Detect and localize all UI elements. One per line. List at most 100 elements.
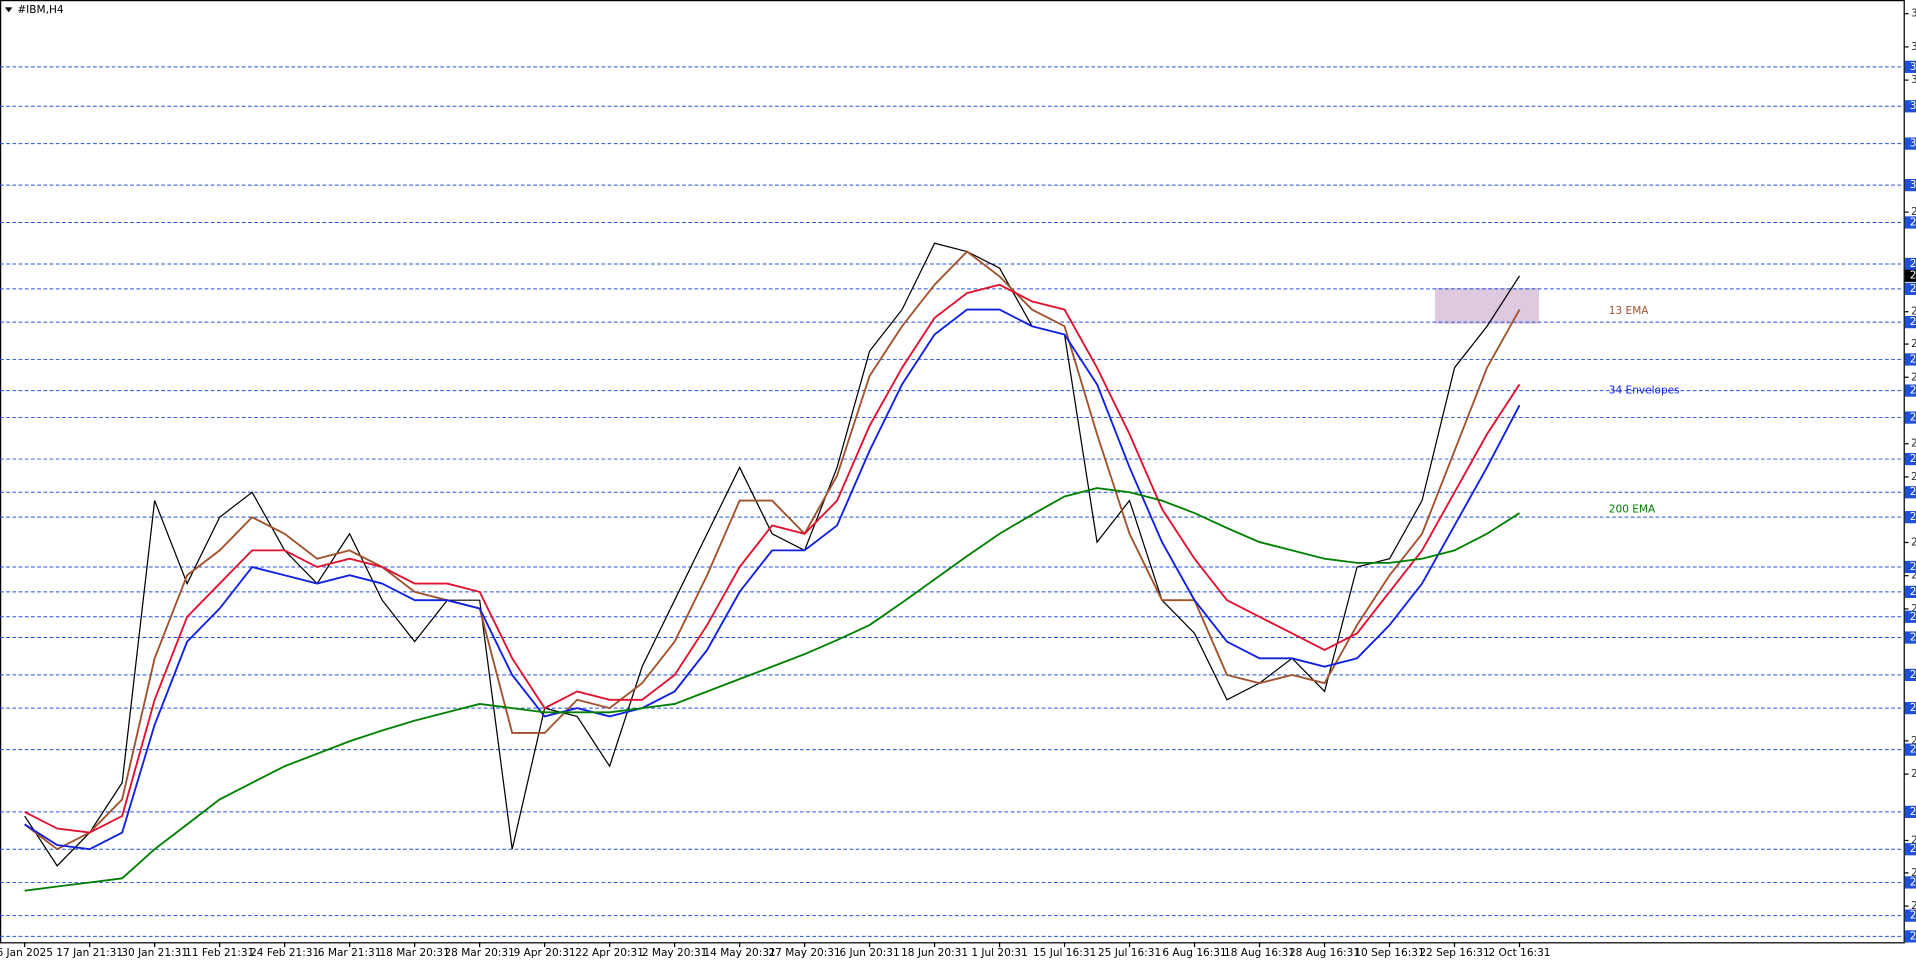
menu-triangle[interactable] <box>4 7 13 13</box>
level-label: 245.50 <box>1910 632 1916 644</box>
level-box <box>1904 137 1916 150</box>
x-tick-label: 17 Jan 21:31 <box>56 947 123 959</box>
level-label: 275.25 <box>1910 385 1916 397</box>
x-tick-label: 30 Jan 21:31 <box>121 947 188 959</box>
plot-frame <box>0 0 1905 944</box>
level-label: 295.50 <box>1910 217 1916 229</box>
level-label: 279.00 <box>1910 353 1916 365</box>
level-box <box>1904 282 1916 296</box>
level-label: 267.00 <box>1910 453 1916 465</box>
level-box <box>1904 805 1916 818</box>
y-tick-label: 320.65 <box>1911 8 1916 20</box>
level-box <box>1904 100 1916 113</box>
level-label: 260.00 <box>1910 511 1916 523</box>
x-tick-label: 18 Aug 16:31 <box>1224 947 1295 959</box>
level-box <box>1904 743 1916 756</box>
x-tick-label: 10 Sep 16:31 <box>1354 947 1424 959</box>
level-label: 220.00 <box>1910 843 1916 855</box>
price-line <box>24 308 1521 851</box>
level-label: 283.50 <box>1910 316 1916 328</box>
x-tick-label: 18 Mar 20:31 <box>379 947 449 959</box>
y-tick-label: 221.05 <box>1911 835 1916 847</box>
level-box <box>1904 876 1916 889</box>
level-box <box>1904 179 1916 192</box>
level-box <box>1904 216 1916 229</box>
level-label: 248.00 <box>1910 611 1916 623</box>
y-tick-label: 276.85 <box>1911 371 1916 383</box>
y-tick-label: 256.95 <box>1911 537 1916 549</box>
level-label: 287.50 <box>1910 283 1916 295</box>
y-tick-label: 233.05 <box>1911 735 1916 747</box>
x-tick-label: 6 Jun 20:31 <box>839 947 899 959</box>
series-label: 200 EMA <box>1609 503 1656 515</box>
level-box <box>1904 668 1916 682</box>
y-tick-label: 316.65 <box>1911 41 1916 53</box>
level-box <box>1904 315 1916 329</box>
series-label: 13 EMA <box>1609 305 1650 317</box>
x-tick-label: 9 Apr 20:31 <box>514 947 576 959</box>
y-tick-label: 280.85 <box>1911 338 1916 350</box>
y-tick-label: 252.95 <box>1911 570 1916 582</box>
x-tick-label: 25 Jul 16:31 <box>1098 947 1161 959</box>
level-label: 212.00 <box>1910 910 1916 922</box>
level-box <box>1904 411 1916 424</box>
last-price-box <box>1904 269 1916 282</box>
level-label: 263.00 <box>1910 486 1916 498</box>
x-tick-label: 24 Feb 21:31 <box>250 947 319 959</box>
x-tick-label: 6 Jan 2025 <box>0 947 53 959</box>
level-box <box>1904 384 1916 397</box>
level-label: 272.00 <box>1910 412 1916 424</box>
x-tick-label: 28 Aug 16:31 <box>1289 947 1360 959</box>
x-tick-label: 22 Sep 16:31 <box>1419 947 1489 959</box>
price-line <box>24 242 1521 867</box>
y-tick-label: 248.95 <box>1911 603 1916 615</box>
price-line <box>24 487 1521 892</box>
level-label: 232.00 <box>1910 744 1916 756</box>
level-box <box>1904 909 1916 922</box>
level-box <box>1904 560 1916 574</box>
y-tick-label: 213.15 <box>1911 900 1916 912</box>
y-tick-label: 312.65 <box>1911 74 1916 86</box>
x-tick-label: 14 May 20:31 <box>703 947 775 959</box>
last-price-label: 289.08 <box>1910 270 1916 282</box>
level-box <box>1904 610 1916 623</box>
price-line <box>24 283 1521 834</box>
x-tick-label: 2 Oct 16:31 <box>1488 947 1550 959</box>
level-box <box>1904 585 1916 599</box>
level-box <box>1904 452 1916 466</box>
price-line <box>24 250 1521 851</box>
level-label: 241.00 <box>1910 669 1916 681</box>
level-label: 300.00 <box>1910 179 1916 191</box>
level-box <box>1904 930 1916 943</box>
y-tick-label: 229.05 <box>1911 768 1916 780</box>
level-label: 216.00 <box>1910 876 1916 888</box>
y-tick-label: 217.15 <box>1911 867 1916 879</box>
y-tick-label: 284.75 <box>1911 306 1916 318</box>
y-tick-label: 296.75 <box>1911 206 1916 218</box>
x-tick-label: 18 Jun 20:31 <box>901 947 968 959</box>
zone <box>1435 288 1539 324</box>
level-box <box>1904 60 1916 73</box>
level-box <box>1904 486 1916 499</box>
x-tick-label: 2 May 20:31 <box>642 947 708 959</box>
x-tick-label: 28 Mar 20:31 <box>444 947 514 959</box>
level-box <box>1904 511 1916 524</box>
level-box <box>1904 631 1916 644</box>
level-label: 309.50 <box>1910 100 1916 112</box>
level-label: 224.50 <box>1910 806 1916 818</box>
level-box <box>1904 257 1916 271</box>
y-tick-label: 268.85 <box>1911 438 1916 450</box>
level-label: 209.50 <box>1910 930 1916 942</box>
x-tick-label: 6 Mar 21:31 <box>318 947 382 959</box>
level-label: 254.00 <box>1910 561 1916 573</box>
level-label: 314.25 <box>1910 61 1916 73</box>
y-tick-label: 264.85 <box>1911 471 1916 483</box>
x-tick-label: 1 Jul 20:31 <box>971 947 1027 959</box>
level-label: 251.00 <box>1910 586 1916 598</box>
chart-title: #IBM,H4 <box>17 4 64 16</box>
level-label: 290.50 <box>1910 258 1916 270</box>
x-tick-label: 15 Jul 16:31 <box>1033 947 1096 959</box>
x-tick-label: 6 Aug 16:31 <box>1162 947 1226 959</box>
series-label: 34 Envelopes <box>1609 384 1680 396</box>
